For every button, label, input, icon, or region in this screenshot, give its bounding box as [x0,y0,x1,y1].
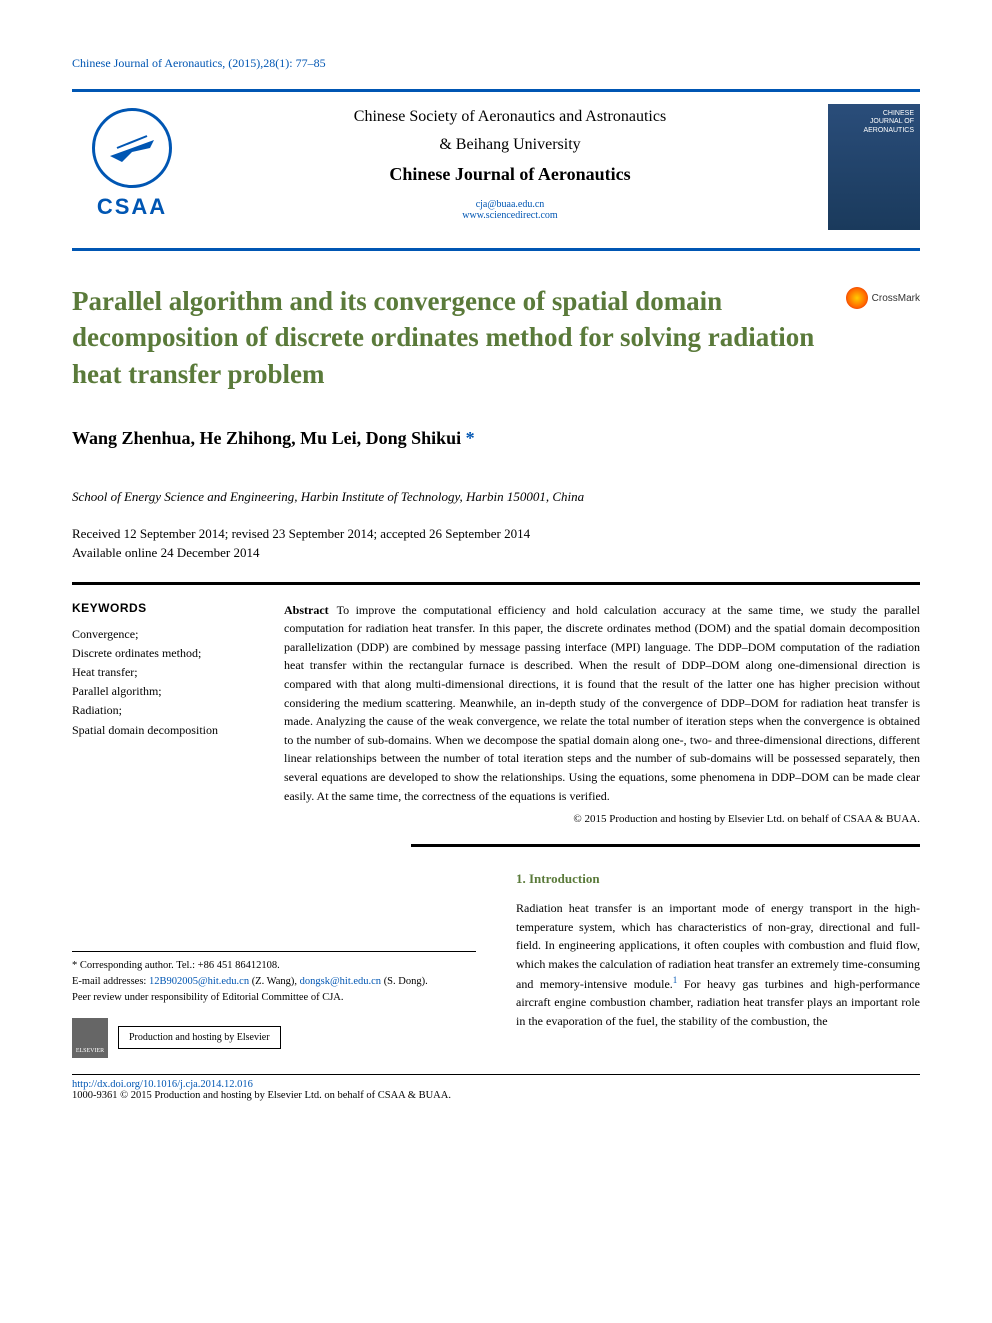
page-footer: http://dx.doi.org/10.1016/j.cja.2014.12.… [72,1074,920,1101]
crossmark-icon [846,287,868,309]
corresponding-marker: * [461,428,475,448]
emails-label: E-mail addresses: [72,976,149,987]
divider-mid [411,844,920,847]
section-heading-intro: 1. Introduction [516,871,920,887]
copyright-line: © 2015 Production and hosting by Elsevie… [284,811,920,828]
abstract-heading: Abstract [284,603,329,617]
corresponding-footnote: * Corresponding author. Tel.: +86 451 86… [72,958,476,974]
footnote-email-1[interactable]: 12B902005@hit.edu.cn [149,976,249,987]
cover-label-1: CHINESE [834,110,914,118]
journal-name: Chinese Journal of Aeronautics [212,164,808,185]
crossmark-label: CrossMark [872,293,920,304]
crossmark-badge[interactable]: CrossMark [846,283,920,309]
dates-line-2: Available online 24 December 2014 [72,544,920,562]
keywords-list: Convergence; Discrete ordinates method; … [72,625,252,740]
running-head: Chinese Journal of Aeronautics, (2015),2… [72,56,920,71]
journal-header: CSAA Chinese Society of Aeronautics and … [72,89,920,251]
hosting-text: Production and hosting by Elsevier [118,1026,281,1049]
elsevier-hosting-box: ELSEVIER Production and hosting by Elsev… [72,1018,476,1058]
journal-cover-thumbnail: CHINESE JOURNAL OF AERONAUTICS [828,104,920,230]
abstract-column: AbstractTo improve the computational eff… [284,601,920,829]
doi-link[interactable]: http://dx.doi.org/10.1016/j.cja.2014.12.… [72,1079,253,1090]
keywords-heading: KEYWORDS [72,601,252,615]
right-column: 1. Introduction Radiation heat transfer … [516,871,920,1057]
footnotes-block: * Corresponding author. Tel.: +86 451 86… [72,951,476,1057]
affiliation: School of Energy Science and Engineering… [72,489,920,505]
article-dates: Received 12 September 2014; revised 23 S… [72,525,920,561]
article-title: Parallel algorithm and its convergence o… [72,283,826,392]
left-column: * Corresponding author. Tel.: +86 451 86… [72,871,476,1057]
abstract-text: To improve the computational efficiency … [284,603,920,803]
email2-attribution: (S. Dong). [381,976,428,987]
dates-line-1: Received 12 September 2014; revised 23 S… [72,525,920,543]
issn-copyright: 1000-9361 © 2015 Production and hosting … [72,1090,451,1101]
cover-label-3: AERONAUTICS [834,127,914,135]
author-list: Wang Zhenhua, He Zhihong, Mu Lei, Dong S… [72,428,920,449]
divider-top [72,582,920,585]
journal-email-link[interactable]: cja@buaa.edu.cn [476,199,545,210]
intro-paragraph: Radiation heat transfer is an important … [516,899,920,1030]
keywords-abstract-row: KEYWORDS Convergence; Discrete ordinates… [72,601,920,829]
publisher-logo: CSAA [72,104,192,224]
csaa-acronym: CSAA [97,194,167,220]
email-footnote: E-mail addresses: 12B902005@hit.edu.cn (… [72,974,476,990]
elsevier-logo-icon: ELSEVIER [72,1018,108,1058]
society-name-2: & Beihang University [212,136,808,154]
csaa-logo-icon [92,108,172,188]
cover-label-2: JOURNAL OF [834,118,914,126]
author-names: Wang Zhenhua, He Zhihong, Mu Lei, Dong S… [72,428,461,448]
journal-masthead: Chinese Society of Aeronautics and Astro… [212,104,808,221]
footnote-email-2[interactable]: dongsk@hit.edu.cn [300,976,381,987]
journal-site-link[interactable]: www.sciencedirect.com [462,210,557,221]
title-row: Parallel algorithm and its convergence o… [72,283,920,392]
keywords-column: KEYWORDS Convergence; Discrete ordinates… [72,601,252,829]
two-column-body: * Corresponding author. Tel.: +86 451 86… [72,871,920,1057]
peer-review-footnote: Peer review under responsibility of Edit… [72,990,476,1006]
email1-attribution: (Z. Wang), [249,976,300,987]
society-name-1: Chinese Society of Aeronautics and Astro… [212,108,808,126]
